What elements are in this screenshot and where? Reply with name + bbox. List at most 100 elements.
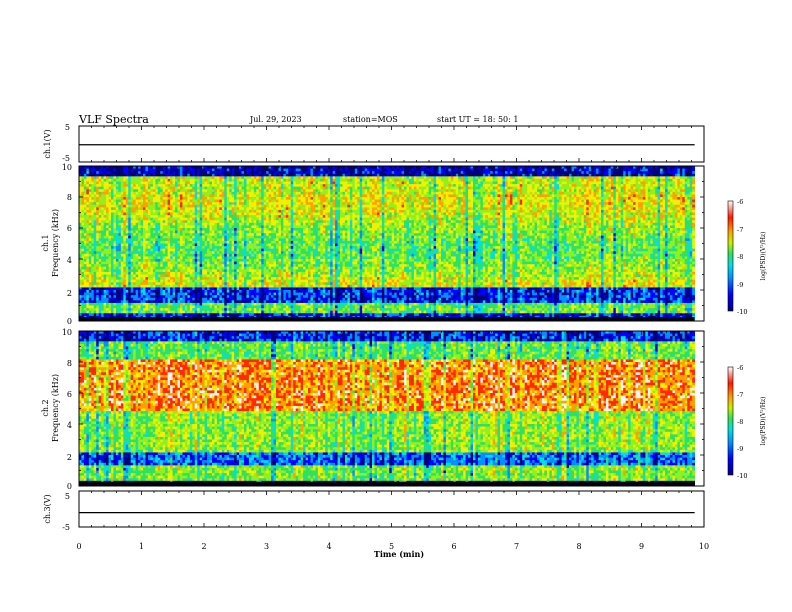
spectrogram-cell [121,179,124,182]
spectrogram-cell [81,251,84,254]
spectrogram-cell [128,174,131,177]
spectrogram-cell [175,187,178,190]
spectrogram-cell [259,187,262,190]
spectrogram-cell [155,184,158,187]
spectrogram-cell [126,241,129,244]
spectrogram-cell [261,287,264,290]
spectrogram-cell [232,182,235,185]
spectrogram-cell [136,218,139,221]
spectrogram-cell [163,184,166,187]
spectrogram-cell [111,233,114,236]
spectrogram-cell [160,308,163,311]
spectrogram-cell [99,238,102,241]
spectrogram-cell [128,295,131,298]
spectrogram-cell [138,262,141,265]
spectrogram-cell [133,215,136,218]
spectrogram-cell [145,285,148,288]
spectrogram-cell [86,293,89,296]
spectrogram-cell [155,293,158,296]
spectrogram-cell [192,249,195,252]
spectrogram-cell [86,251,89,254]
spectrogram-cell [158,233,161,236]
spectrogram-cell [109,215,112,218]
spectrogram-cell [126,290,129,293]
spectrogram-cell [118,290,121,293]
spectrogram-cell [261,174,264,177]
spectrogram-cell [89,176,92,179]
spectrogram-cell [84,197,87,200]
spectrogram-cell [251,228,254,231]
spectrogram-cell [229,176,232,179]
spectrogram-cell [81,184,84,187]
spectrogram-cell [274,277,277,280]
spectrogram-cell [207,280,210,283]
spectrogram-cell [182,174,185,177]
spectrogram-cell [168,207,171,210]
spectrogram-cell [86,267,89,270]
spectrogram-cell [190,225,193,228]
spectrogram-cell [244,225,247,228]
spectrogram-cell [84,218,87,221]
spectrogram-cell [246,238,249,241]
spectrogram-cell [256,241,259,244]
spectrogram-cell [96,254,99,257]
spectrogram-cell [155,213,158,216]
spectrogram-cell [207,259,210,262]
spectrogram-cell [185,205,188,208]
spectrogram-cell [244,210,247,213]
spectrogram-cell [128,277,131,280]
spectrogram-cell [190,174,193,177]
spectrogram-cell [123,249,126,252]
spectrogram-cell [219,277,222,280]
spectrogram-cell [259,215,262,218]
spectrogram-cell [234,244,237,247]
spectrogram-cell [118,213,121,216]
spectrogram-cell [274,295,277,298]
spectrogram-cell [222,246,225,249]
spectrogram-cell [111,256,114,259]
spectrogram-cell [271,287,274,290]
spectrogram-cell [224,267,227,270]
spectrogram-cell [170,200,173,203]
spectrogram-cell [123,182,126,185]
spectrogram-cell [197,241,200,244]
spectrogram-cell [219,267,222,270]
spectrogram-cell [86,303,89,306]
spectrogram-cell [276,285,279,288]
spectrogram-cell [190,228,193,231]
spectrogram-cell [278,194,281,197]
spectrogram-cell [207,277,210,280]
spectrogram-cell [187,282,190,285]
spectrogram-cell [148,169,151,172]
spectrogram-cell [237,280,240,283]
spectrogram-cell [222,311,225,314]
spectrogram-cell [94,308,97,311]
spectrogram-cell [239,171,242,174]
spectrogram-cell [200,205,203,208]
spectrogram-cell [222,174,225,177]
spectrogram-cell [200,254,203,257]
spectrogram-cell [118,282,121,285]
spectrogram-cell [109,254,112,257]
spectrogram-cell [274,202,277,205]
spectrogram-cell [232,223,235,226]
spectrogram-cell [202,184,205,187]
spectrogram-cell [224,282,227,285]
spectrogram-cell [222,295,225,298]
spectrogram-cell [121,303,124,306]
spectrogram-cell [259,202,262,205]
spectrogram-cell [224,207,227,210]
spectrogram-cell [244,290,247,293]
spectrogram-cell [234,300,237,303]
spectrogram-cell [210,246,213,249]
spectrogram-cell [163,197,166,200]
spectrogram-cell [91,182,94,185]
spectrogram-cell [165,202,168,205]
spectrogram-cell [158,225,161,228]
spectrogram-cell [217,238,220,241]
spectrogram-cell [205,246,208,249]
spectrogram-cell [131,280,134,283]
spectrogram-cell [239,194,242,197]
spectrogram-cell [222,169,225,172]
spectrogram-cell [212,313,215,316]
